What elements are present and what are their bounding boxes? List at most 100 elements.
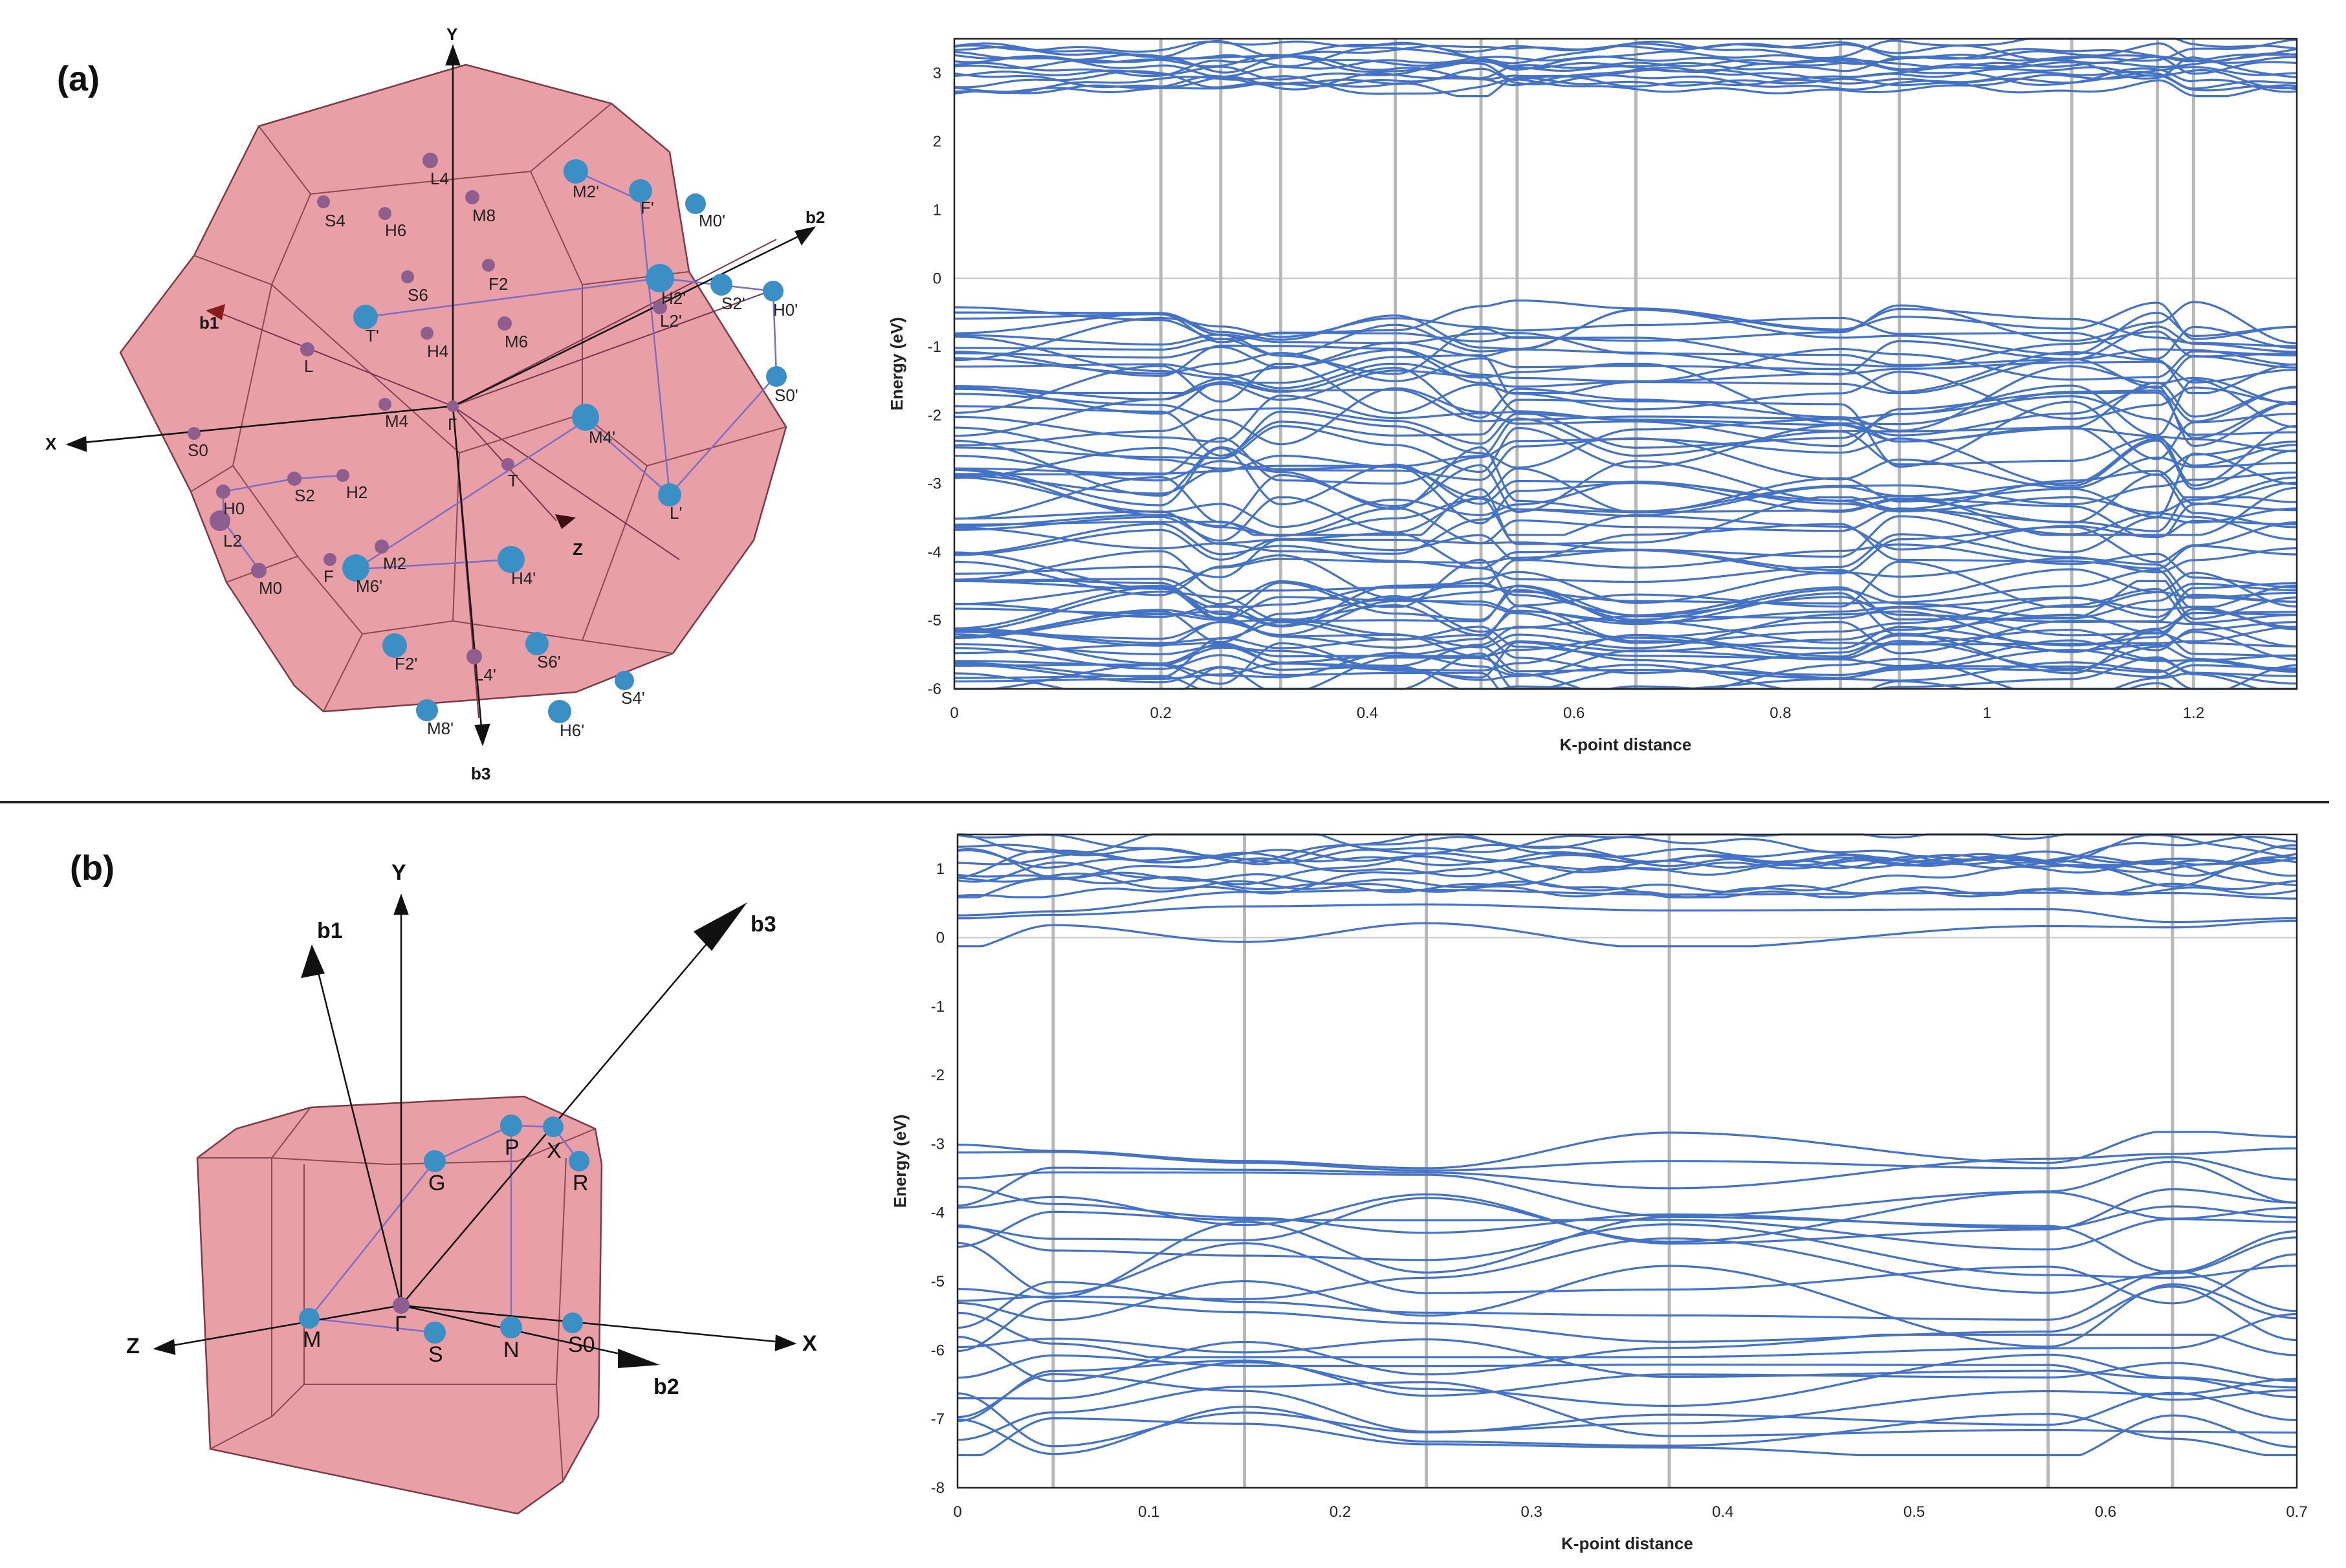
point-gamma [447, 400, 459, 412]
label-M0: M0 [259, 578, 282, 598]
chart-b-band-line [957, 1241, 2297, 1305]
chart-a-band-line [954, 325, 2297, 366]
chart-a-band-line [954, 633, 2297, 679]
b1-arrowhead-b [301, 944, 325, 978]
point-L [300, 342, 314, 356]
axis-b3-arrow [474, 723, 490, 746]
point-M0 [251, 563, 267, 578]
chart-b-band-line [957, 1333, 2297, 1382]
chart-b-xtick-label: 0.4 [1712, 1503, 1733, 1521]
point-F2p [382, 633, 407, 658]
label-b-R: R [573, 1171, 589, 1195]
axis-x-arrow [65, 436, 87, 452]
chart-b-band-line [957, 1285, 2297, 1353]
label-S6: S6 [408, 285, 428, 305]
chart-a-band-line [954, 639, 2297, 685]
chart-a-band-line [954, 452, 2297, 518]
axis-b2-label: b2 [806, 208, 825, 227]
chart-b-ytick-label: 1 [936, 860, 945, 878]
axis-b1-line-b [312, 953, 402, 1306]
panel-b-brillouin-zone: Y Z X b1 b3 b2 Γ G P X R M S N S0 [126, 860, 817, 1515]
chart-b-band-line [957, 1223, 2297, 1279]
label-b-S: S [428, 1342, 443, 1367]
chart-a-band-line [954, 378, 2297, 437]
label-S6p: S6' [537, 652, 561, 671]
label-S0p: S0' [774, 386, 798, 405]
chart-a-ytick-label: -3 [928, 475, 941, 493]
label-b-M: M [303, 1327, 321, 1352]
chart-a-band-line [954, 398, 2297, 468]
point-S0p [766, 366, 787, 387]
bz-b-points [299, 1115, 589, 1344]
label-Tp: T' [366, 326, 379, 345]
axis-y-label: Y [446, 25, 457, 44]
chart-a-band-line [954, 362, 2297, 420]
chart-b-xtick-label: 0.1 [1138, 1503, 1159, 1521]
label-S4: S4 [325, 211, 345, 230]
point-Lp [658, 483, 681, 506]
chart-b-xaxis-title: K-point distance [1561, 1534, 1693, 1553]
chart-a-band-line [954, 50, 2297, 78]
label-L4: L4 [430, 169, 449, 188]
axis-b1-label: b1 [199, 313, 219, 332]
chart-a-band-line [954, 609, 2297, 653]
label-L2p: L2' [660, 311, 682, 331]
panel-a-label: (a) [57, 60, 100, 98]
chart-a-band-line [954, 507, 2297, 550]
point-S2 [287, 472, 301, 486]
chart-b-band-line [957, 1270, 2297, 1329]
chart-a-band-line [954, 532, 2297, 583]
chart-a-band-line [954, 299, 2297, 340]
chart-a-xtick-label: 0 [950, 704, 958, 722]
point-L2p [653, 300, 667, 314]
chart-b-yaxis-title: Energy (eV) [890, 1115, 910, 1208]
chart-a-band-line [954, 446, 2297, 513]
axis-b3-label-b: b3 [751, 912, 776, 937]
label-M2p: M2' [573, 182, 599, 201]
chart-a-band-line [954, 66, 2297, 89]
point-M6 [498, 316, 512, 331]
chart-a-band-line [954, 543, 2297, 593]
axis-b2-label-b: b2 [653, 1375, 679, 1399]
point-b-S [424, 1322, 446, 1344]
point-S0 [188, 427, 201, 440]
axis-x-arrow-b [774, 1334, 797, 1351]
point-S6p [525, 632, 549, 655]
label-M6: M6 [505, 332, 528, 351]
chart-a-band-line [954, 362, 2297, 426]
point-F2 [482, 259, 495, 272]
point-S2p [710, 274, 732, 296]
label-S2: S2 [294, 486, 315, 505]
point-H2p [646, 264, 674, 292]
label-H6: H6 [385, 221, 406, 240]
chart-a-ytick-label: 2 [933, 133, 941, 151]
chart-b-xtick-label: 0.5 [1903, 1503, 1925, 1521]
chart-b-band-line [957, 1373, 2297, 1433]
panel-b-band-structure: 0 0.1 0.2 0.3 0.4 0.5 0.6 0.7 1 0 -1 -2 -3 -4 -5 -6 -7 -8… [890, 833, 2308, 1553]
point-M4p [572, 404, 599, 431]
chart-a-yaxis-title: Energy (eV) [887, 317, 906, 411]
chart-a-xtick-label: 0.2 [1150, 704, 1172, 722]
chart-b-xtick-label: 0 [953, 1503, 961, 1521]
chart-b-band-line [958, 919, 2297, 948]
chart-b-band-line [958, 1185, 2297, 1234]
point-M2p [564, 159, 588, 184]
bz-b-point-labels: Γ G P X R M S N S0 [303, 1135, 595, 1367]
z-arrowhead [555, 514, 576, 529]
chart-b-band-line [957, 1215, 2297, 1299]
chart-b-band-line [957, 1381, 2297, 1441]
point-M2 [375, 539, 389, 554]
chart-b-band-line [958, 1151, 2297, 1181]
label-S4p: S4' [621, 688, 645, 708]
label-S2p: S2' [721, 294, 745, 313]
chart-a-bands [954, 38, 2297, 690]
chart-b-band-line [958, 903, 2297, 924]
label-b-P: P [505, 1135, 520, 1160]
chart-a-band-line [954, 67, 2297, 94]
axis-y-label-b: Y [391, 860, 406, 885]
chart-b-band-line [957, 1391, 2297, 1448]
chart-b-ytick-label: -1 [931, 998, 945, 1016]
chart-a-ytick-label: -5 [928, 612, 941, 629]
chart-a-band-line [954, 417, 2297, 470]
label-F2: F2 [488, 274, 508, 294]
